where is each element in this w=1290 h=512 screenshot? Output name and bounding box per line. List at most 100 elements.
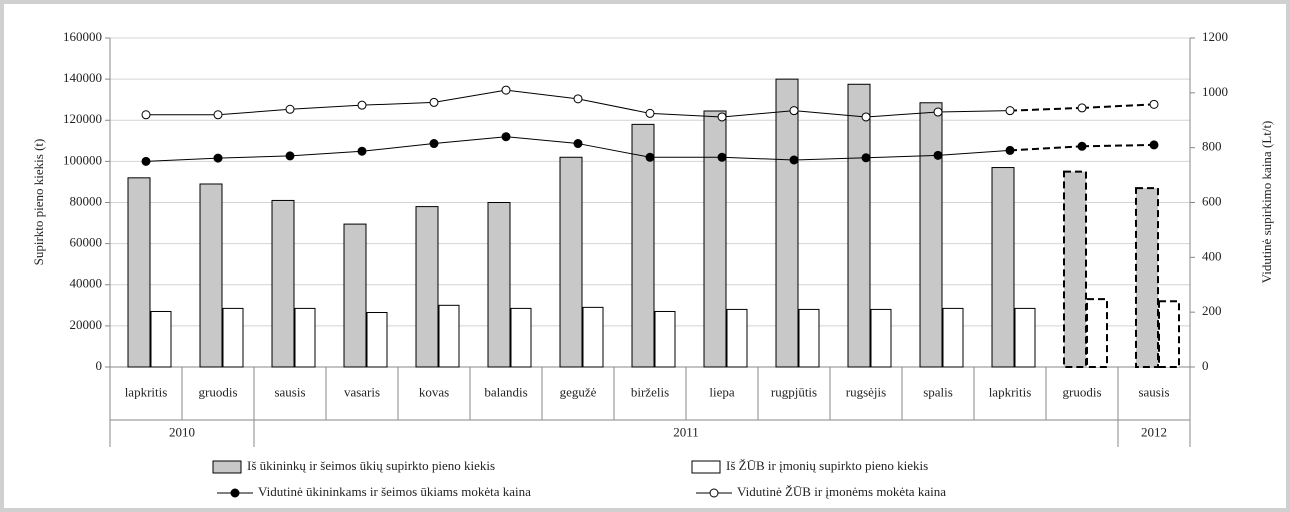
legend-label: Iš ŽŪB ir įmonių supirkto pieno kiekis bbox=[726, 458, 928, 473]
year-label: 2012 bbox=[1141, 424, 1167, 439]
bar bbox=[150, 310, 172, 368]
line-marker bbox=[213, 110, 223, 120]
line-segment bbox=[289, 150, 363, 157]
bar bbox=[1158, 300, 1180, 369]
line-marker bbox=[717, 152, 727, 162]
line-segment bbox=[1009, 106, 1083, 112]
line-segment bbox=[361, 101, 435, 106]
line-marker bbox=[1005, 145, 1015, 155]
bar bbox=[222, 307, 244, 368]
line-marker bbox=[573, 139, 583, 149]
bar bbox=[919, 102, 943, 368]
x-tick-label: balandis bbox=[484, 384, 527, 399]
bar bbox=[510, 307, 532, 368]
y-tick-label: 120000 bbox=[63, 111, 102, 126]
line-segment bbox=[1081, 103, 1155, 109]
y-tick-label: 0 bbox=[96, 358, 103, 373]
legend-label: Vidutinė ŽŪB ir įmonėms mokėta kaina bbox=[737, 484, 946, 499]
line-marker bbox=[717, 112, 727, 122]
y-tick-label: 100000 bbox=[63, 152, 102, 167]
bar bbox=[942, 307, 964, 368]
line-marker bbox=[1149, 99, 1159, 109]
y2-axis-label: Vidutinė supirkimo kaina (Lt/t) bbox=[1259, 121, 1274, 284]
y2-tick-label: 1000 bbox=[1202, 84, 1228, 99]
line-marker bbox=[861, 112, 871, 122]
bar bbox=[798, 308, 820, 368]
line-marker bbox=[789, 106, 799, 116]
line-segment bbox=[721, 110, 795, 118]
legend-swatch bbox=[691, 460, 721, 474]
bar bbox=[631, 123, 655, 368]
line-segment bbox=[937, 110, 1011, 113]
line-segment bbox=[145, 157, 219, 162]
line-marker bbox=[645, 108, 655, 118]
line-segment bbox=[361, 143, 435, 152]
x-tick-label: birželis bbox=[631, 384, 669, 399]
line-marker bbox=[285, 151, 295, 161]
legend-label: Iš ūkininkų ir šeimos ūkių supirkto pien… bbox=[247, 458, 495, 473]
line-marker bbox=[645, 152, 655, 162]
line-marker bbox=[501, 85, 511, 95]
x-tick-label: sausis bbox=[1138, 384, 1169, 399]
year-label: 2010 bbox=[169, 424, 195, 439]
line-segment bbox=[577, 98, 651, 114]
x-tick-label: rugpjūtis bbox=[771, 384, 817, 399]
bar bbox=[582, 306, 604, 368]
x-tick-label: lapkritis bbox=[989, 384, 1032, 399]
bar bbox=[127, 177, 151, 368]
legend-swatch bbox=[212, 460, 242, 474]
x-tick-label: liepa bbox=[709, 384, 734, 399]
y-tick-label: 160000 bbox=[63, 29, 102, 44]
bar bbox=[271, 199, 295, 368]
y2-tick-label: 800 bbox=[1202, 139, 1222, 154]
line-marker bbox=[141, 156, 151, 166]
line-segment bbox=[433, 89, 507, 103]
x-tick-label: gegužė bbox=[560, 384, 597, 399]
y2-tick-label: 200 bbox=[1202, 303, 1222, 318]
line-segment bbox=[217, 155, 291, 159]
x-tick-label: kovas bbox=[419, 384, 449, 399]
bar bbox=[199, 183, 223, 368]
bar bbox=[1063, 170, 1087, 368]
bar bbox=[366, 312, 388, 368]
line-marker bbox=[789, 155, 799, 165]
y2-tick-label: 0 bbox=[1202, 358, 1209, 373]
x-tick-label: gruodis bbox=[1063, 384, 1102, 399]
x-tick-label: vasaris bbox=[344, 384, 380, 399]
x-tick-label: gruodis bbox=[199, 384, 238, 399]
line-segment bbox=[649, 112, 723, 118]
line-marker bbox=[429, 97, 439, 107]
bar bbox=[1014, 307, 1036, 368]
legend-marker bbox=[230, 488, 240, 498]
line-marker bbox=[213, 153, 223, 163]
x-tick-label: sausis bbox=[274, 384, 305, 399]
line-segment bbox=[505, 89, 579, 100]
line-segment bbox=[1009, 145, 1083, 152]
bar bbox=[294, 307, 316, 368]
bar bbox=[1086, 298, 1108, 368]
bar bbox=[991, 167, 1015, 368]
line-marker bbox=[1077, 103, 1087, 113]
bar bbox=[726, 308, 748, 368]
line-segment bbox=[793, 157, 867, 161]
line-segment bbox=[217, 108, 291, 116]
line-marker bbox=[501, 132, 511, 142]
legend-label: Vidutinė ūkininkams ir šeimos ūkiams mok… bbox=[258, 484, 531, 499]
y2-tick-label: 1200 bbox=[1202, 29, 1228, 44]
bar bbox=[487, 202, 511, 368]
bar bbox=[870, 308, 892, 368]
y-tick-label: 60000 bbox=[70, 235, 103, 250]
year-label: 2011 bbox=[673, 424, 699, 439]
line-marker bbox=[429, 139, 439, 149]
bar bbox=[847, 83, 871, 368]
line-segment bbox=[433, 136, 507, 145]
line-segment bbox=[793, 110, 867, 118]
x-tick-label: rugsėjis bbox=[846, 384, 886, 399]
y-axis-label: Supirkto pieno kiekis (t) bbox=[31, 139, 46, 266]
y-tick-label: 40000 bbox=[70, 276, 103, 291]
line-segment bbox=[937, 149, 1011, 156]
line-marker bbox=[357, 100, 367, 110]
line-marker bbox=[1149, 140, 1159, 150]
